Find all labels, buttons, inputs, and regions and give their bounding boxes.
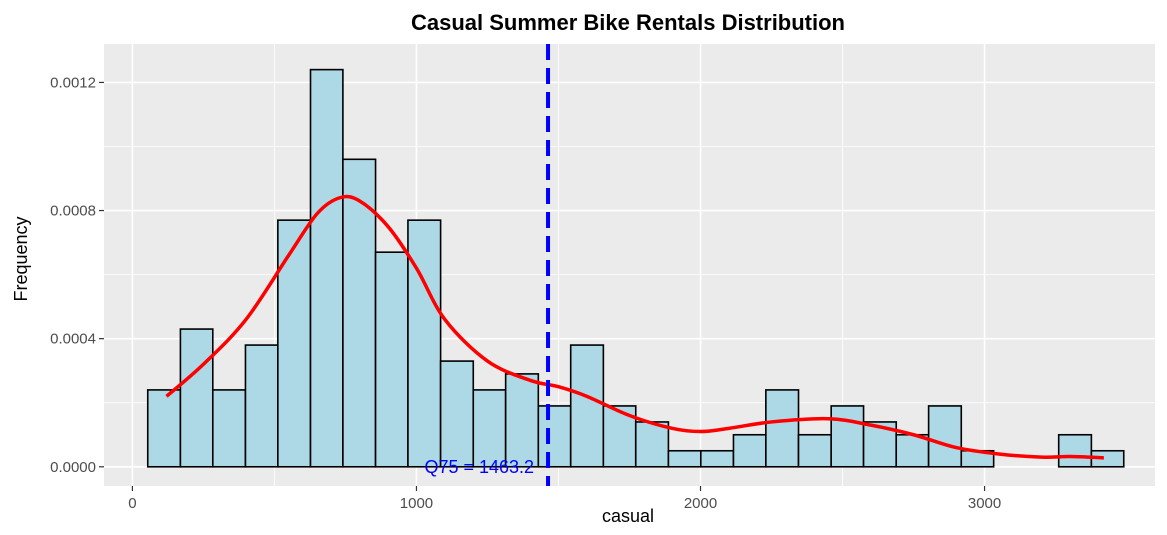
histogram-bar: [732, 433, 767, 468]
x-tick-label: 3000: [968, 495, 1001, 512]
y-tick-label: 0.0012: [50, 74, 96, 91]
q75-annotation: Q75 = 1463.2: [424, 457, 534, 477]
histogram-bar: [211, 389, 247, 468]
histogram-bar: [407, 219, 442, 468]
histogram-bar: [765, 389, 800, 468]
histogram-bar: [699, 449, 735, 468]
y-axis-label: Frequency: [11, 216, 31, 301]
y-tick-label: 0.0000: [50, 459, 96, 476]
histogram-bar: [830, 405, 865, 468]
histogram-bar: [895, 433, 930, 468]
histogram-bar: [277, 219, 312, 468]
histogram-bar: [309, 68, 344, 468]
histogram-bars: [146, 68, 1125, 468]
y-tick-label: 0.0004: [50, 331, 96, 348]
chart-title: Casual Summer Bike Rentals Distribution: [411, 10, 845, 35]
histogram-bar: [244, 344, 279, 468]
histogram-bar: [439, 360, 475, 468]
histogram-bar: [342, 158, 377, 468]
histogram-bar: [797, 433, 832, 468]
histogram-bar: [1057, 433, 1093, 468]
histogram-bar: [569, 344, 605, 468]
density-curve: [165, 194, 1104, 460]
x-tick-label: 2000: [684, 495, 717, 512]
y-axis-ticks: 0.0000 0.0004 0.0008 0.0012: [50, 74, 104, 476]
histogram-bar: [146, 389, 182, 468]
y-tick-label: 0.0008: [50, 203, 96, 220]
histogram-bar: [472, 389, 507, 468]
x-axis-ticks: 0 1000 2000 3000: [128, 486, 1001, 512]
histogram-bar: [504, 373, 540, 468]
x-tick-label: 1000: [400, 495, 433, 512]
histogram-bar: [927, 405, 963, 468]
histogram-bar: [667, 449, 702, 468]
x-axis-label: casual: [602, 506, 654, 526]
histogram-bar: [537, 405, 572, 468]
x-tick-label: 0: [128, 495, 136, 512]
histogram-bar: [179, 328, 214, 468]
histogram-bar: [374, 251, 409, 468]
histogram-bar: [634, 421, 670, 468]
